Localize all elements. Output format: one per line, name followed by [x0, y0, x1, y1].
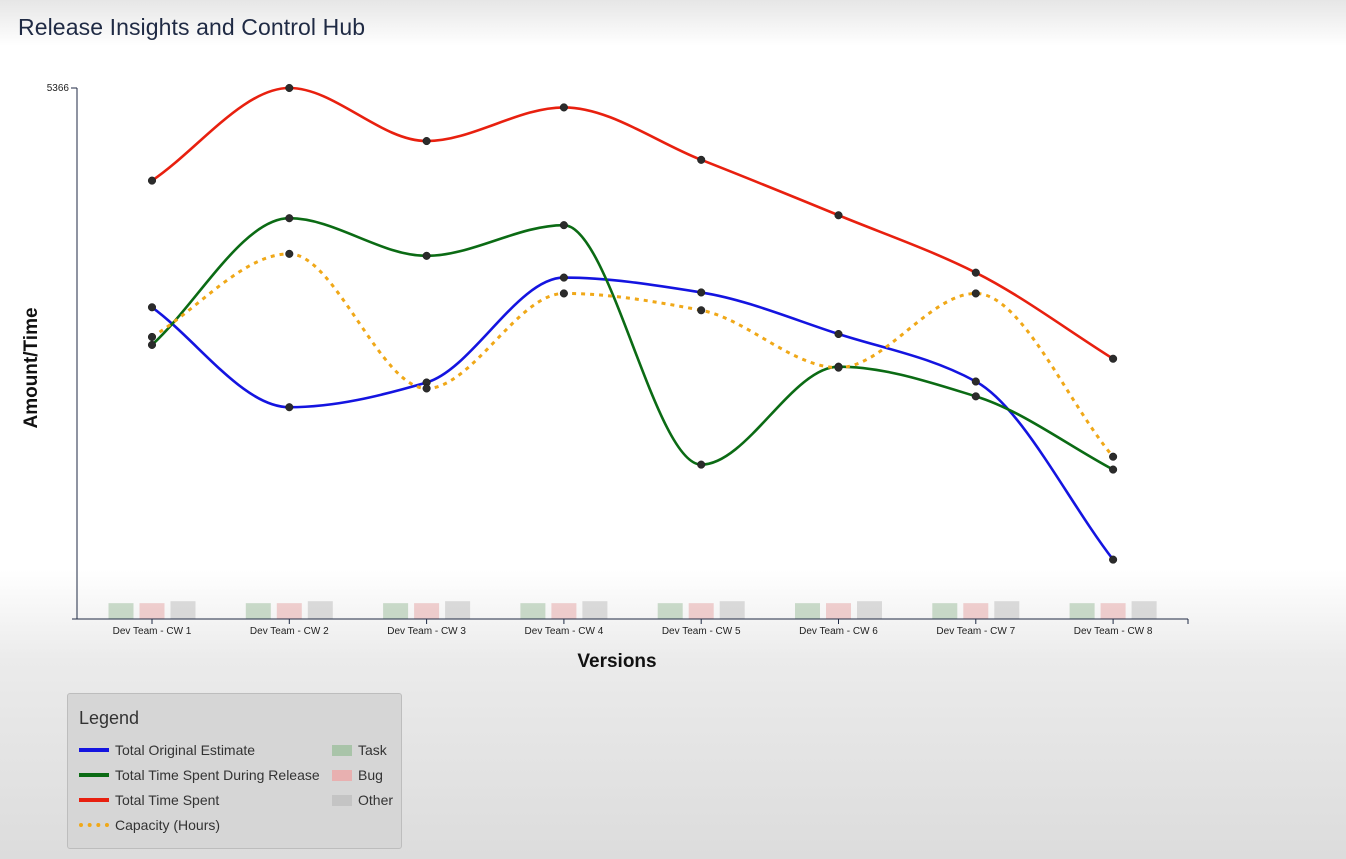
- y-tick-label: 5366: [47, 83, 70, 94]
- legend-swatch-dotted-orange: [79, 823, 109, 827]
- x-tick-label: Dev Team - CW 5: [662, 626, 741, 637]
- bar-other: [170, 601, 196, 619]
- legend-swatch-blue: [79, 748, 109, 752]
- axes-layer: 5366 Dev Team - CW 1 Dev Team - CW 2 Dev Te…: [21, 83, 1189, 672]
- data-point: [559, 103, 568, 112]
- legend-swatch-other: [332, 794, 352, 806]
- legend-label: Capacity (Hours): [115, 817, 221, 833]
- page-title: Release Insights and Control Hub: [18, 14, 366, 40]
- legend-label: Total Time Spent: [115, 792, 220, 808]
- bar-other: [857, 601, 882, 619]
- data-point: [285, 249, 294, 258]
- data-point: [1109, 452, 1118, 461]
- bar-other: [307, 601, 333, 619]
- bar-other: [582, 601, 608, 619]
- x-tick-label: Dev Team - CW 8: [1074, 626, 1153, 637]
- bar-task: [108, 603, 134, 619]
- bar-task: [932, 603, 958, 619]
- legend-item-other[interactable]: Other: [332, 792, 393, 808]
- series-line-total-time-spent: [150, 86, 1115, 361]
- x-tick-label: Dev Team - CW 1: [113, 626, 192, 637]
- legend-label: Total Original Estimate: [115, 742, 256, 758]
- bar-bug: [414, 603, 440, 619]
- data-point: [285, 403, 294, 412]
- x-tick-label: Dev Team - CW 6: [799, 626, 878, 637]
- x-tick-label: Dev Team - CW 3: [387, 626, 466, 637]
- data-point: [971, 268, 980, 277]
- data-point: [971, 377, 980, 386]
- x-tick-label: Dev Team - CW 2: [250, 626, 329, 637]
- legend-label: Bug: [358, 767, 383, 783]
- data-point: [834, 211, 843, 220]
- data-point: [559, 221, 568, 230]
- x-tick-label: Dev Team - CW 7: [936, 626, 1015, 637]
- bar-bug: [1100, 603, 1126, 619]
- lines-layer: [150, 86, 1115, 561]
- bar-task: [245, 603, 271, 619]
- dots-layer: [147, 83, 1118, 564]
- data-point: [1109, 354, 1118, 363]
- bar-bug: [139, 603, 165, 619]
- series-line-capacity-hours: [151, 252, 1115, 458]
- legend-swatch-red: [79, 798, 109, 802]
- legend-label: Total Time Spent During Release: [115, 767, 320, 783]
- bar-other: [1131, 601, 1157, 619]
- legend-swatch-green: [79, 773, 109, 777]
- data-point: [697, 155, 706, 164]
- data-point: [559, 273, 568, 282]
- data-point: [285, 214, 294, 223]
- data-point: [834, 329, 843, 339]
- bar-other: [719, 601, 745, 619]
- legend-item-bug[interactable]: Bug: [332, 767, 383, 783]
- legend-item-total-time-spent-during-release[interactable]: Total Time Spent During Release: [79, 767, 320, 783]
- legend-item-capacity-hours[interactable]: Capacity (Hours): [79, 817, 220, 833]
- bar-bug: [963, 603, 989, 619]
- data-point: [697, 460, 706, 469]
- legend-label: Task: [358, 742, 387, 758]
- data-point: [147, 303, 157, 312]
- data-point: [422, 384, 431, 393]
- legend-item-task[interactable]: Task: [332, 742, 387, 758]
- data-point: [285, 83, 294, 93]
- bar-task: [657, 603, 683, 619]
- bar-other: [994, 601, 1020, 619]
- legend-swatch-task: [332, 744, 352, 756]
- data-point: [147, 332, 157, 342]
- bar-bug: [688, 603, 714, 619]
- data-point: [971, 289, 980, 298]
- series-line-total-time-spent-during-release: [150, 216, 1115, 471]
- legend-item-total-original-estimate[interactable]: Total Original Estimate: [79, 742, 255, 758]
- legend-item-total-time-spent[interactable]: Total Time Spent: [79, 792, 219, 808]
- bar-bug: [826, 603, 851, 619]
- x-tick-label: Dev Team - CW 4: [525, 626, 604, 637]
- bar-task: [795, 603, 820, 619]
- bar-bug: [551, 603, 577, 619]
- data-point: [422, 136, 431, 146]
- legend-panel: Legend Total Original Estimate Total Tim…: [67, 693, 402, 849]
- data-point: [147, 176, 157, 185]
- bar-task: [1069, 603, 1095, 619]
- legend-title: Legend: [79, 708, 140, 728]
- data-point: [697, 306, 706, 315]
- bars-layer: [108, 601, 1157, 619]
- data-point: [1109, 555, 1118, 564]
- data-point: [834, 363, 843, 372]
- data-point: [559, 289, 568, 298]
- bar-task: [383, 603, 409, 619]
- y-axis-title: Amount/Time: [21, 307, 42, 428]
- data-point: [422, 251, 431, 260]
- series-line-total-original-estimate: [150, 276, 1115, 561]
- legend-swatch-bug: [332, 769, 352, 781]
- line-chart: 5366 Dev Team - CW 1 Dev Team - CW 2 Dev Te…: [21, 83, 1189, 672]
- data-point: [147, 340, 157, 349]
- data-point: [971, 392, 980, 401]
- data-point: [697, 288, 706, 297]
- bar-task: [520, 603, 546, 619]
- data-point: [1109, 465, 1118, 474]
- x-axis-title: Versions: [577, 651, 656, 672]
- bar-other: [445, 601, 471, 619]
- legend-label: Other: [358, 792, 394, 808]
- bar-bug: [276, 603, 302, 619]
